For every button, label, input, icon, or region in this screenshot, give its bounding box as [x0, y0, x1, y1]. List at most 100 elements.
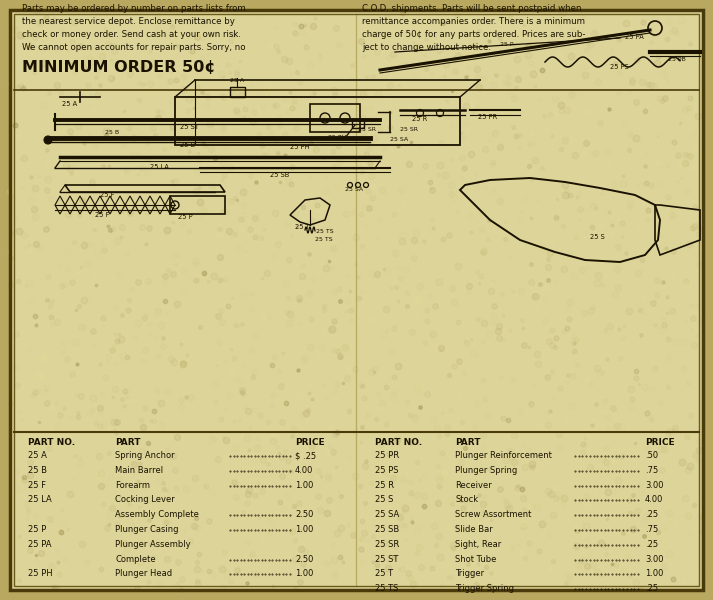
Point	[36, 124, 48, 134]
Point	[508, 122, 519, 131]
Point	[88, 104, 99, 113]
Point	[318, 326, 329, 336]
Point	[151, 106, 163, 116]
Point	[292, 221, 303, 230]
Point	[311, 451, 322, 461]
Point	[231, 70, 242, 79]
Point	[37, 353, 48, 362]
Point	[51, 317, 63, 327]
Point	[126, 397, 138, 406]
Point	[117, 222, 128, 232]
Point	[443, 406, 455, 415]
Point	[332, 379, 343, 389]
Point	[661, 178, 672, 188]
Point	[642, 444, 654, 454]
Point	[380, 304, 391, 314]
Point	[476, 221, 487, 231]
Point	[336, 491, 347, 500]
Point	[561, 323, 573, 332]
Point	[550, 480, 561, 490]
Text: 2.50: 2.50	[295, 510, 314, 519]
Point	[662, 129, 673, 139]
Point	[520, 463, 531, 472]
Point	[625, 508, 636, 518]
Point	[329, 570, 341, 580]
Point	[170, 212, 181, 221]
Point	[683, 103, 694, 113]
Point	[508, 430, 520, 440]
Point	[219, 547, 230, 557]
Point	[122, 176, 133, 185]
Point	[304, 61, 315, 70]
Point	[392, 296, 404, 305]
Point	[393, 361, 404, 371]
Point	[46, 320, 58, 329]
Point	[353, 272, 364, 282]
Point	[86, 89, 97, 98]
Point	[505, 252, 516, 262]
Point	[406, 488, 417, 498]
Point	[421, 34, 432, 44]
Point	[545, 406, 556, 415]
Point	[502, 415, 513, 425]
Point	[172, 251, 183, 260]
Point	[676, 361, 687, 371]
Point	[247, 289, 258, 298]
Bar	[310, 104, 360, 132]
Point	[53, 196, 64, 206]
Point	[202, 276, 214, 286]
Point	[178, 25, 189, 34]
Point	[645, 414, 657, 424]
Point	[250, 330, 261, 340]
Point	[398, 8, 409, 18]
Point	[389, 552, 400, 562]
Point	[375, 575, 386, 584]
Point	[171, 433, 183, 442]
Point	[456, 417, 468, 427]
Point	[215, 275, 226, 285]
Point	[379, 569, 390, 578]
Point	[175, 37, 187, 46]
Point	[113, 506, 125, 516]
Point	[317, 154, 329, 163]
Point	[271, 442, 282, 451]
Point	[268, 251, 279, 261]
Point	[532, 349, 543, 359]
Point	[442, 572, 453, 581]
Point	[258, 224, 270, 234]
Point	[482, 411, 493, 421]
Point	[201, 91, 212, 101]
Text: MINIMUM ORDER 50¢: MINIMUM ORDER 50¢	[22, 60, 215, 75]
Point	[640, 512, 652, 521]
Point	[297, 202, 309, 212]
Point	[624, 87, 635, 97]
Point	[568, 332, 580, 341]
Point	[595, 538, 607, 548]
Point	[155, 398, 166, 408]
Point	[384, 107, 396, 117]
Point	[546, 325, 558, 335]
Point	[550, 277, 562, 287]
Point	[104, 225, 116, 235]
Point	[166, 122, 178, 131]
Point	[679, 149, 691, 159]
Point	[456, 154, 467, 163]
Point	[158, 485, 169, 494]
Point	[129, 459, 140, 469]
Point	[471, 267, 483, 277]
Point	[287, 103, 298, 113]
Text: 25 B: 25 B	[28, 466, 47, 475]
Text: Plunger Spring: Plunger Spring	[455, 466, 517, 475]
Point	[481, 353, 493, 363]
Point	[153, 306, 164, 316]
Point	[407, 579, 419, 589]
Bar	[175, 97, 460, 145]
Point	[66, 369, 78, 379]
Point	[363, 203, 374, 213]
Point	[182, 350, 193, 359]
Point	[294, 577, 306, 586]
Point	[572, 560, 583, 569]
Point	[460, 496, 471, 506]
Point	[617, 171, 628, 181]
Point	[118, 352, 129, 361]
